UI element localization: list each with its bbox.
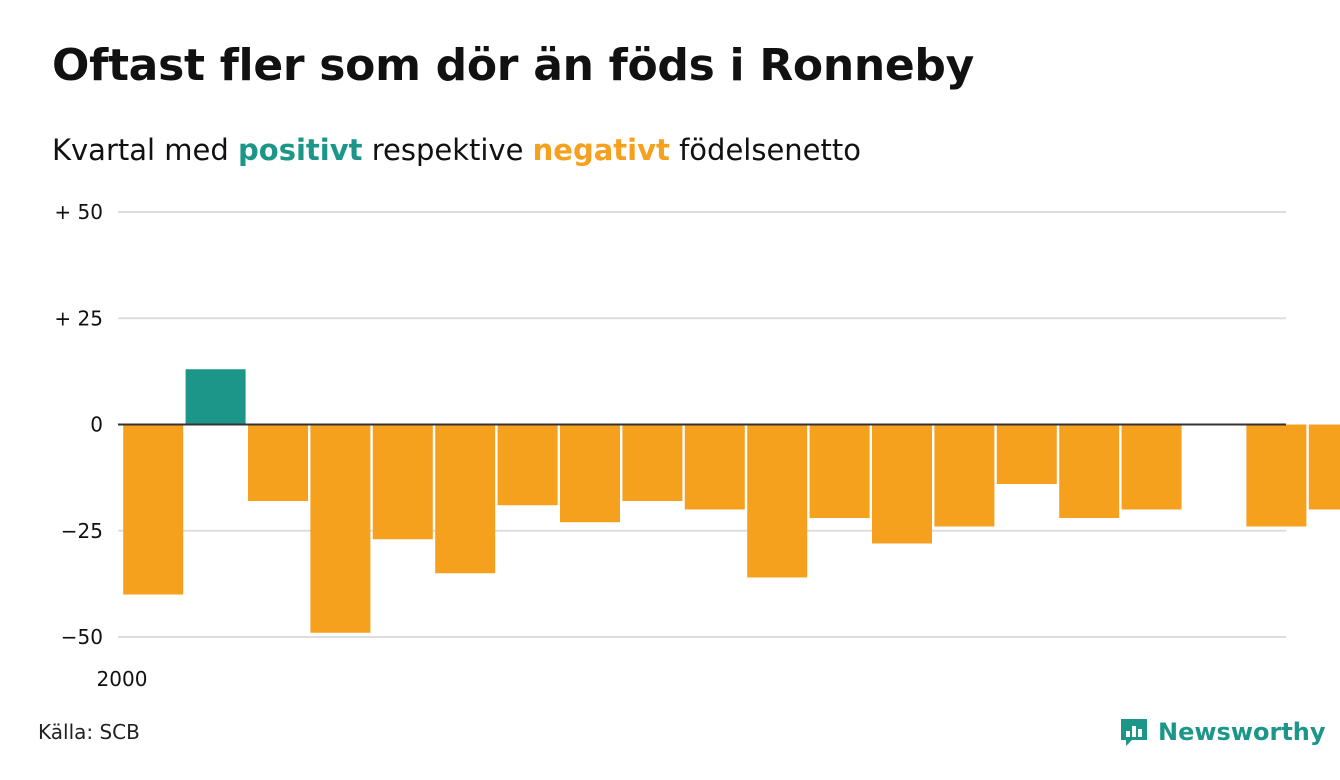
bar <box>872 424 932 544</box>
subtitle-positive-word: positivt <box>238 133 363 167</box>
bar <box>1059 424 1120 518</box>
bar <box>497 424 558 506</box>
bar <box>435 424 496 574</box>
y-tick-label: + 50 <box>54 200 103 224</box>
y-tick-label: 0 <box>90 413 103 437</box>
bar-chart: + 50+ 250−25−5020002005201020152020 <box>54 200 1340 691</box>
bar <box>996 424 1057 484</box>
subtitle-middle: respektive <box>371 133 524 167</box>
newsworthy-logo-icon <box>1121 719 1147 746</box>
subtitle-suffix: födelsenetto <box>679 133 861 167</box>
bar <box>1246 424 1307 527</box>
chart-title: Oftast fler som dör än föds i Ronneby <box>52 40 975 91</box>
bar <box>934 424 995 527</box>
bar <box>1308 424 1340 510</box>
bar <box>560 424 620 523</box>
bar <box>185 369 246 425</box>
y-tick-label: −50 <box>61 625 103 649</box>
bar <box>684 424 745 510</box>
bar <box>622 424 683 501</box>
brand-logo: Newsworthy <box>1118 712 1326 752</box>
brand-name: Newsworthy <box>1158 718 1326 746</box>
bar <box>1121 424 1182 510</box>
source-note: Källa: SCB <box>38 720 140 744</box>
axes: + 50+ 250−25−5020002005201020152020 <box>54 200 1286 691</box>
y-tick-label: + 25 <box>54 306 103 330</box>
bars <box>123 369 1340 633</box>
chart-subtitle: Kvartal med positivt respektive negativt… <box>52 133 861 167</box>
bar <box>248 424 308 501</box>
bar <box>747 424 808 578</box>
x-tick-label: 2000 <box>97 667 148 691</box>
bar <box>809 424 870 518</box>
bar <box>310 424 371 633</box>
bar <box>123 424 184 595</box>
y-tick-label: −25 <box>61 519 103 543</box>
subtitle-negative-word: negativt <box>532 133 670 167</box>
bar <box>372 424 433 540</box>
subtitle-prefix: Kvartal med <box>52 133 229 167</box>
